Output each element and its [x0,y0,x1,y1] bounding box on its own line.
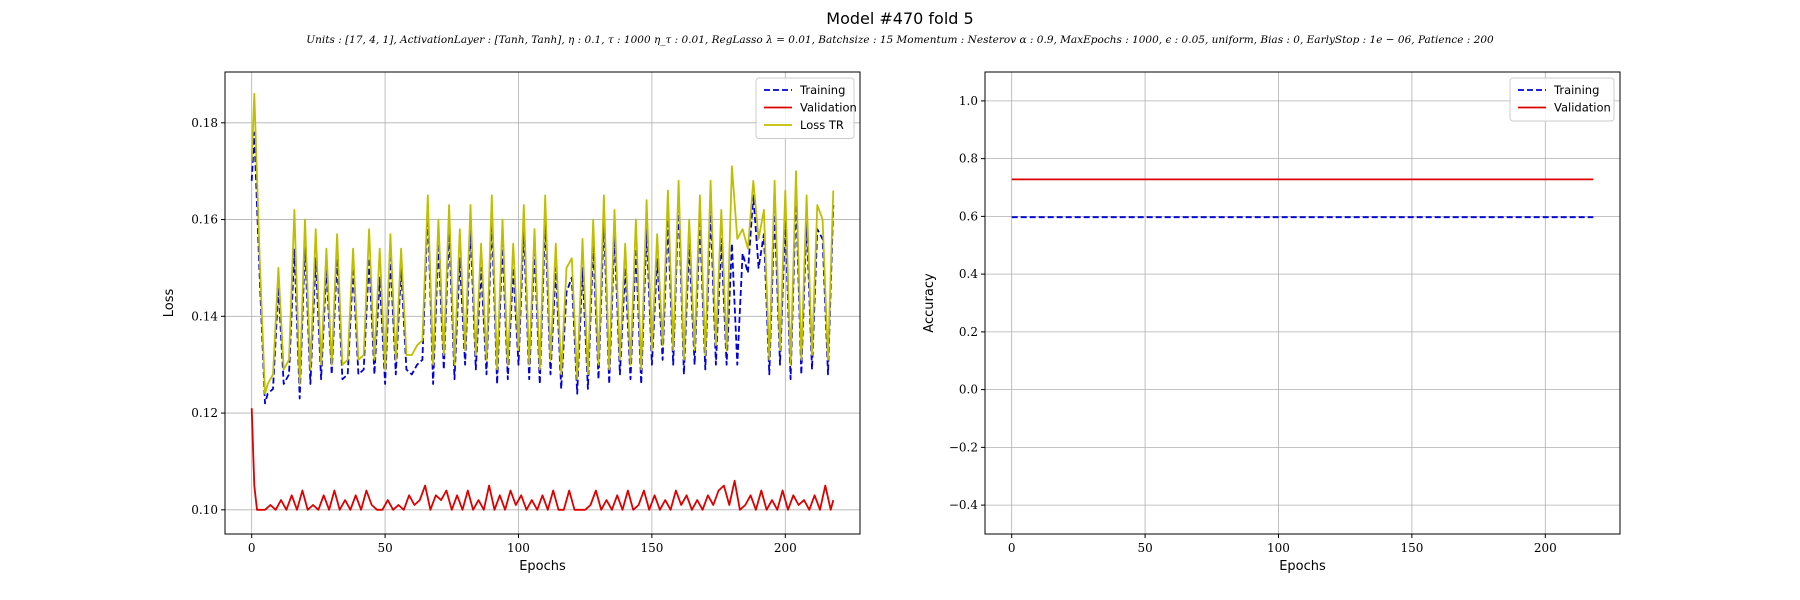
legend-label: Loss TR [800,118,844,132]
x-tick-label: 100 [507,541,530,555]
x-axis-label: Epochs [519,559,566,574]
figure-title: Model #470 fold 5 [826,9,973,28]
legend-label: Validation [800,101,857,115]
y-tick-label: 0.4 [959,267,978,281]
x-tick-label: 100 [1267,541,1290,555]
y-axis-label: Accuracy [922,273,937,333]
x-tick-label: 200 [774,541,797,555]
series-line-validation [250,408,835,511]
y-tick-label: 1.0 [959,94,978,108]
x-tick-label: 0 [1008,541,1016,555]
x-tick-label: 50 [1137,541,1152,555]
y-tick-label: 0.2 [959,325,978,339]
series-line-training [250,131,835,405]
legend-box [1509,77,1615,122]
y-tick-label: 0.6 [959,209,978,223]
legend: Training Validation [1509,77,1615,122]
legend-label: Training [799,83,845,97]
accuracy-chart: 0 50 100 150 200 −0.4 −0.2 0.0 0.2 0.4 0.6 0.8 1.0 Ep… [922,71,1621,574]
x-tick-label: 200 [1534,541,1557,555]
y-tick-label: 0.8 [959,152,978,166]
x-tick-label: 150 [1400,541,1423,555]
y-tick-label: 0.14 [191,309,218,323]
y-tick-label: −0.4 [949,498,979,512]
x-axis-label: Epochs [1279,559,1326,574]
y-tick-label: 0.16 [191,213,218,227]
x-tick-label: 50 [377,541,392,555]
legend-box [755,77,855,139]
figure-subtitle: Units : [17, 4, 1], ActivationLayer : [T… [306,34,1494,46]
y-tick-label: 0.10 [191,503,218,517]
y-tick-label: 0.0 [959,383,978,397]
legend-label: Training [1553,83,1599,97]
series-line-loss-tr [250,92,835,395]
legend: Training Validation Loss TR [755,77,857,139]
y-tick-label: −0.2 [949,440,978,454]
loss-chart: 0 50 100 150 200 0.10 0.12 0.14 0.16 0.18 Epochs Lo… [162,71,861,574]
x-tick-label: 150 [640,541,663,555]
plot-frame [224,71,861,535]
legend-label: Validation [1554,101,1611,115]
y-tick-label: 0.18 [191,116,218,130]
x-tick-label: 0 [248,541,256,555]
plot-frame [984,71,1621,535]
y-axis-label: Loss [162,289,177,318]
y-tick-label: 0.12 [191,406,218,420]
